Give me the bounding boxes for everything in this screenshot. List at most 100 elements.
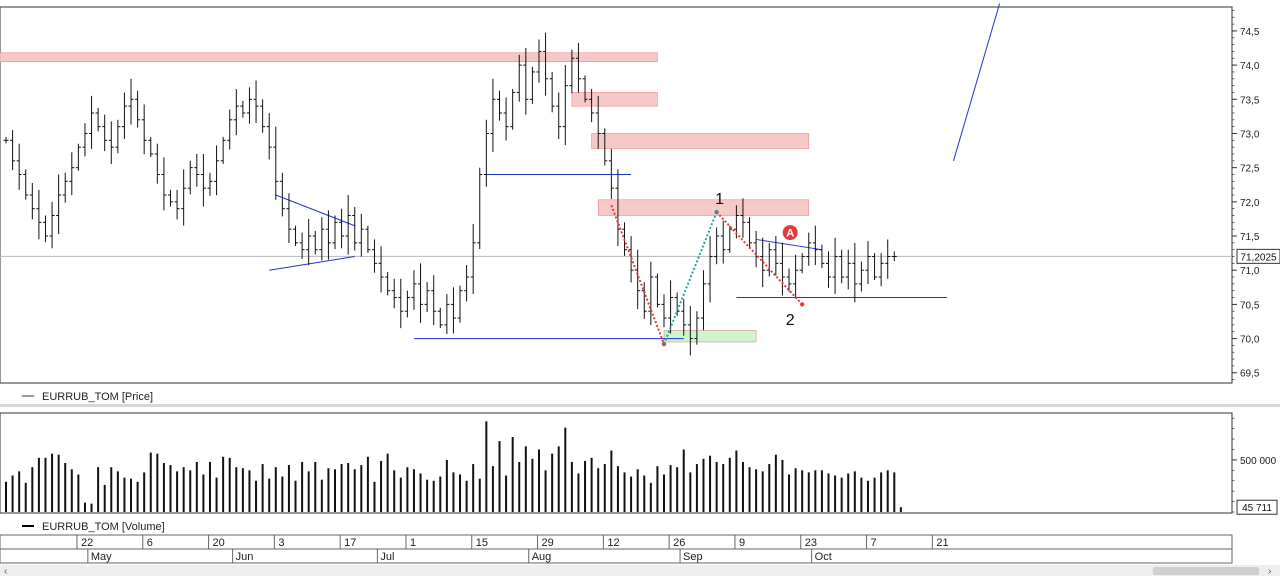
price-bar xyxy=(385,271,391,296)
last-volume-box xyxy=(1236,499,1278,515)
wave-label-1: 1 xyxy=(715,191,724,208)
price-bar xyxy=(345,195,351,255)
price-zone-0 xyxy=(0,52,658,62)
day-tick-label: 3 xyxy=(278,537,284,549)
price-bar xyxy=(325,210,331,260)
trend-line-0 xyxy=(756,238,822,251)
price-bar xyxy=(773,236,779,276)
horizontal-scrollbar[interactable] xyxy=(0,565,1280,576)
price-tick-label: 70,5 xyxy=(1240,300,1260,311)
day-tick-label: 7 xyxy=(871,537,877,549)
price-bar xyxy=(75,143,81,171)
price-bar xyxy=(858,261,864,292)
price-bar xyxy=(641,282,647,319)
price-bar xyxy=(700,270,706,331)
price-bar xyxy=(3,136,9,144)
volume-tick-label: 500 000 xyxy=(1240,456,1277,467)
price-bar xyxy=(168,189,173,207)
price-bar xyxy=(108,121,114,165)
volume-axis: 500 000 45 711 xyxy=(1232,417,1278,515)
month-tick-label: Oct xyxy=(815,551,832,563)
price-bar xyxy=(510,89,516,130)
price-bar xyxy=(181,169,187,226)
price-bar xyxy=(174,189,180,220)
trend-line-1 xyxy=(953,3,1001,161)
price-bar xyxy=(102,114,108,152)
volume-legend-label: EURRUB_TOM [Volume] xyxy=(42,521,165,533)
price-bar xyxy=(431,275,437,326)
price-bar xyxy=(299,232,305,259)
price-bar xyxy=(194,153,200,187)
price-bar xyxy=(720,220,726,264)
scroll-right-icon[interactable]: › xyxy=(1268,566,1271,576)
price-bar xyxy=(56,174,62,234)
price-bar xyxy=(358,213,364,257)
price-bar xyxy=(457,285,463,323)
price-bar xyxy=(806,232,812,266)
price-bar xyxy=(799,253,805,274)
wave-label-2: 2 xyxy=(786,312,795,329)
price-bar xyxy=(121,92,127,139)
price-bar xyxy=(740,198,746,238)
price-bar xyxy=(832,237,838,294)
price-bar xyxy=(826,251,831,288)
price-bar xyxy=(536,39,542,83)
panel-splitter[interactable] xyxy=(0,404,1280,407)
price-bar xyxy=(187,160,193,195)
price-bar xyxy=(273,126,279,200)
price-bar xyxy=(424,282,430,313)
last-volume-label: 45 711 xyxy=(1242,503,1272,514)
price-bar xyxy=(16,143,22,190)
price-bar xyxy=(582,75,588,103)
price-bar xyxy=(260,99,266,133)
price-bar xyxy=(523,48,529,115)
price-tick-label: 74,5 xyxy=(1240,27,1260,38)
price-bar xyxy=(477,167,483,250)
price-bar xyxy=(23,169,29,200)
day-tick-label: 12 xyxy=(607,537,619,549)
price-bar xyxy=(872,253,878,281)
month-tick-label: Jul xyxy=(380,551,394,563)
price-bar xyxy=(483,119,489,187)
price-bar xyxy=(786,268,792,292)
price-bar xyxy=(279,172,285,217)
price-bar xyxy=(654,273,660,308)
price-bar xyxy=(450,287,456,334)
scrollbar-thumb[interactable] xyxy=(1153,567,1259,575)
price-bar xyxy=(293,225,299,246)
price-levels xyxy=(0,3,1232,340)
volume-panel xyxy=(0,412,1233,514)
price-bar xyxy=(543,32,549,96)
scroll-left-icon[interactable]: ‹ xyxy=(4,566,7,576)
price-bar xyxy=(391,278,397,309)
price-bar xyxy=(602,128,608,166)
price-tick-label: 73,5 xyxy=(1240,95,1260,106)
price-tick-label: 73,0 xyxy=(1240,129,1260,140)
price-bar xyxy=(562,65,568,146)
day-tick-label: 26 xyxy=(673,537,685,549)
price-bar xyxy=(62,172,68,203)
price-bar xyxy=(865,241,871,285)
price-bar xyxy=(549,71,555,113)
price-bar xyxy=(135,90,141,128)
price-bar xyxy=(128,78,134,125)
price-bar xyxy=(885,239,891,279)
price-bar xyxy=(49,201,55,249)
price-bar xyxy=(200,153,206,207)
price-bar xyxy=(464,265,470,302)
annotation-marker-a[interactable] xyxy=(782,225,798,241)
day-tick-label: 29 xyxy=(542,537,554,549)
price-bar xyxy=(569,49,575,94)
price-bar xyxy=(233,89,239,136)
price-bar xyxy=(404,290,410,318)
price-bar xyxy=(714,227,720,265)
price-bar xyxy=(306,218,312,266)
price-legend-label: EURRUB_TOM [Price] xyxy=(42,391,153,403)
price-zone-4 xyxy=(663,330,757,343)
price-bar xyxy=(115,119,121,154)
price-bar xyxy=(444,294,450,335)
price-bar xyxy=(339,208,345,249)
annotation-label-a: A xyxy=(786,228,794,240)
price-bar xyxy=(240,101,246,118)
